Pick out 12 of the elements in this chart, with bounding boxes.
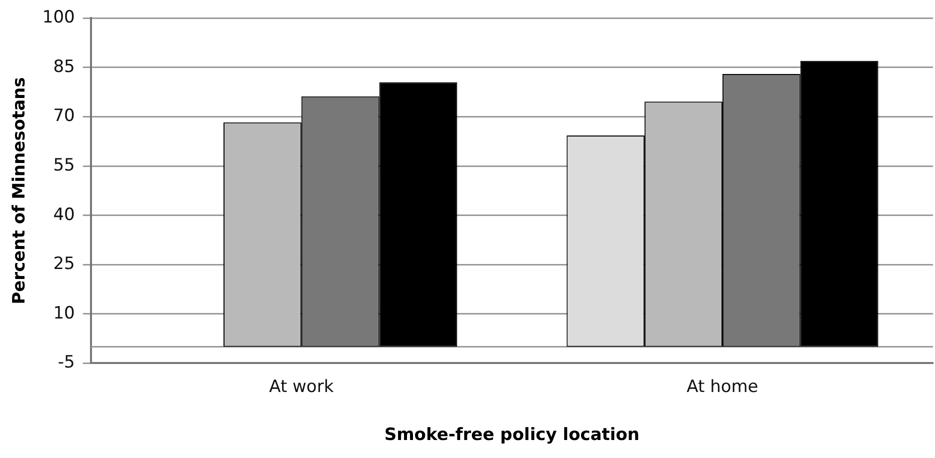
y-tick-label: 70 <box>53 106 75 126</box>
y-tick-label: -5 <box>58 352 75 373</box>
y-tick-label: 40 <box>53 204 75 225</box>
x-tick-label: At work <box>269 376 334 397</box>
y-tick-label: 25 <box>53 254 75 274</box>
x-tick-label: At home <box>686 376 758 397</box>
y-tick-label: 55 <box>53 155 75 176</box>
y-tick-label: 100 <box>42 8 75 28</box>
x-axis-title: Smoke-free policy location <box>384 425 640 446</box>
y-tick-label: 85 <box>53 56 75 77</box>
y-axis-title: Percent of Minnesotans <box>10 77 30 304</box>
y-tick-label: 10 <box>53 303 75 324</box>
